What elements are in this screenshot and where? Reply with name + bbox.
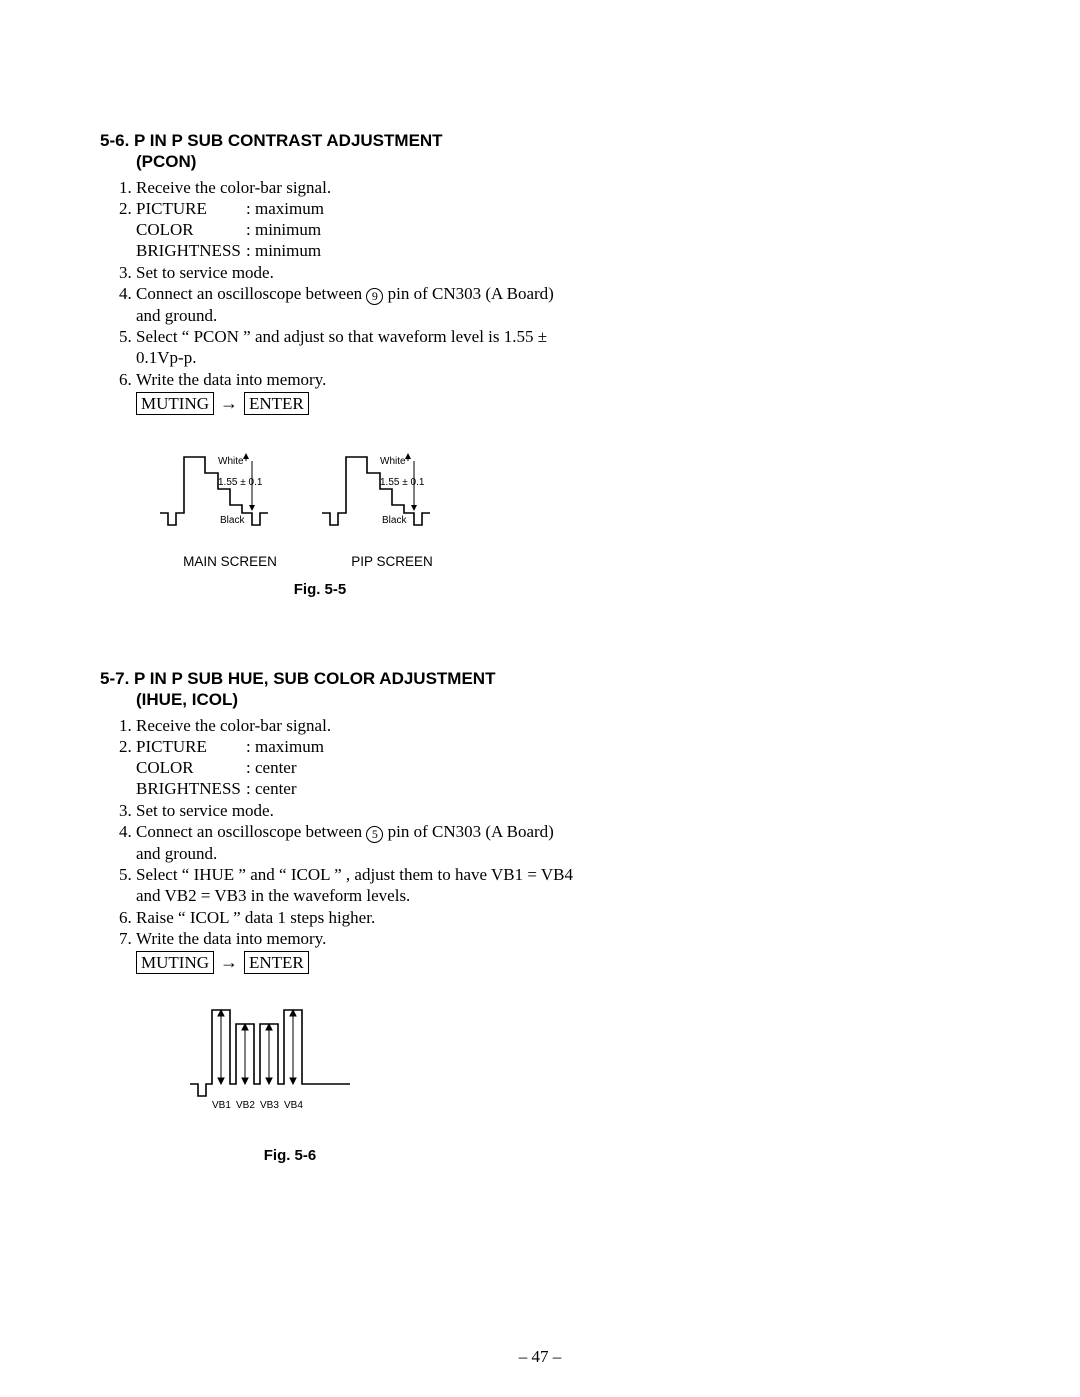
value-label-pip: 1.55 ± 0.1 [380,477,425,488]
brightness-val: minimum [246,240,321,261]
pin-9-icon: 9 [366,288,383,305]
step2-7-text: Write the data into memory. [136,929,326,948]
step-4: Connect an oscilloscope between 9 pin of… [136,283,580,326]
section-5-6-steps: Receive the color-bar signal. PICTURE ma… [100,177,580,416]
figure-5-5: White 1.55 ± 0.1 Black MAIN SCREEN White [160,453,480,598]
section-5-7: 5-7. P IN P SUB HUE, SUB COLOR ADJUSTMEN… [100,668,580,1164]
pip-waveform-icon: White 1.55 ± 0.1 Black [322,453,462,543]
enter-box: ENTER [244,392,309,415]
step2-3: Set to service mode. [136,800,580,821]
step-2: PICTURE maximum COLOR minimum BRIGHTNESS… [136,198,580,262]
picture-val: maximum [246,198,324,219]
step2-1: Receive the color-bar signal. [136,715,580,736]
picture2-val: maximum [246,736,324,757]
main-waveform-icon: White 1.55 ± 0.1 Black [160,453,300,543]
arrow-icon: → [220,392,238,415]
step-6-text: Write the data into memory. [136,370,326,389]
step2-6: Raise “ ICOL ” data 1 steps higher. [136,907,580,928]
figure-5-6: VB1 VB2 VB3 VB4 Fig. 5-6 [190,1004,390,1164]
color2-val: center [246,757,297,778]
pip-screen-label: PIP SCREEN [322,554,462,569]
page-number: – 47 – [0,1347,1080,1367]
heading-line2: (PCON) [136,151,580,172]
page: 5-6. P IN P SUB CONTRAST ADJUSTMENT (PCO… [0,0,680,1164]
step-6: Write the data into memory. MUTING → ENT… [136,369,580,416]
picture2-key: PICTURE [136,736,246,757]
vb-waveform-icon: VB1 VB2 VB3 VB4 [190,1004,370,1114]
enter-box-2: ENTER [244,951,309,974]
figure-5-5-caption: Fig. 5-5 [160,581,480,598]
step2-4-pre: Connect an oscilloscope between [136,822,366,841]
figure-5-6-caption: Fig. 5-6 [190,1147,390,1164]
black-label-pip: Black [382,515,407,526]
step2-7: Write the data into memory. MUTING → ENT… [136,928,580,975]
step2-4: Connect an oscilloscope between 5 pin of… [136,821,580,864]
main-screen-panel: White 1.55 ± 0.1 Black MAIN SCREEN [160,453,300,569]
pip-screen-panel: White 1.55 ± 0.1 Black PIP SCREEN [322,453,462,569]
brightness2-key: BRIGHTNESS [136,778,246,799]
brightness2-val: center [246,778,297,799]
muting-box: MUTING [136,392,214,415]
section-5-6-heading: 5-6. P IN P SUB CONTRAST ADJUSTMENT (PCO… [100,130,580,173]
memory-sequence: MUTING → ENTER [136,392,580,415]
picture-key: PICTURE [136,198,246,219]
vb2-label: VB2 [236,1100,255,1111]
value-label: 1.55 ± 0.1 [218,477,263,488]
pin-5-icon: 5 [366,826,383,843]
color-val: minimum [246,219,321,240]
muting-box-2: MUTING [136,951,214,974]
black-label: Black [220,515,245,526]
heading2-line1: 5-7. P IN P SUB HUE, SUB COLOR ADJUSTMEN… [100,669,495,688]
vb4-label: VB4 [284,1100,303,1111]
heading-line1: 5-6. P IN P SUB CONTRAST ADJUSTMENT [100,131,443,150]
arrow-icon-2: → [220,951,238,974]
vb1-label: VB1 [212,1100,231,1111]
brightness-key: BRIGHTNESS [136,240,246,261]
main-screen-label: MAIN SCREEN [160,554,300,569]
memory-sequence-2: MUTING → ENTER [136,951,580,974]
vb3-label: VB3 [260,1100,279,1111]
section-5-7-heading: 5-7. P IN P SUB HUE, SUB COLOR ADJUSTMEN… [100,668,580,711]
heading2-line2: (IHUE, ICOL) [136,689,580,710]
white-label: White [218,456,244,467]
step-5: Select “ PCON ” and adjust so that wavef… [136,326,580,369]
white-label-pip: White [380,456,406,467]
section-5-7-steps: Receive the color-bar signal. PICTURE ma… [100,715,580,975]
step-3: Set to service mode. [136,262,580,283]
color-key: COLOR [136,219,246,240]
step-4-pre: Connect an oscilloscope between [136,284,366,303]
step-1: Receive the color-bar signal. [136,177,580,198]
color2-key: COLOR [136,757,246,778]
step2-5: Select “ IHUE ” and “ ICOL ” , adjust th… [136,864,580,907]
step2-2: PICTURE maximum COLOR center BRIGHTNESS … [136,736,580,800]
